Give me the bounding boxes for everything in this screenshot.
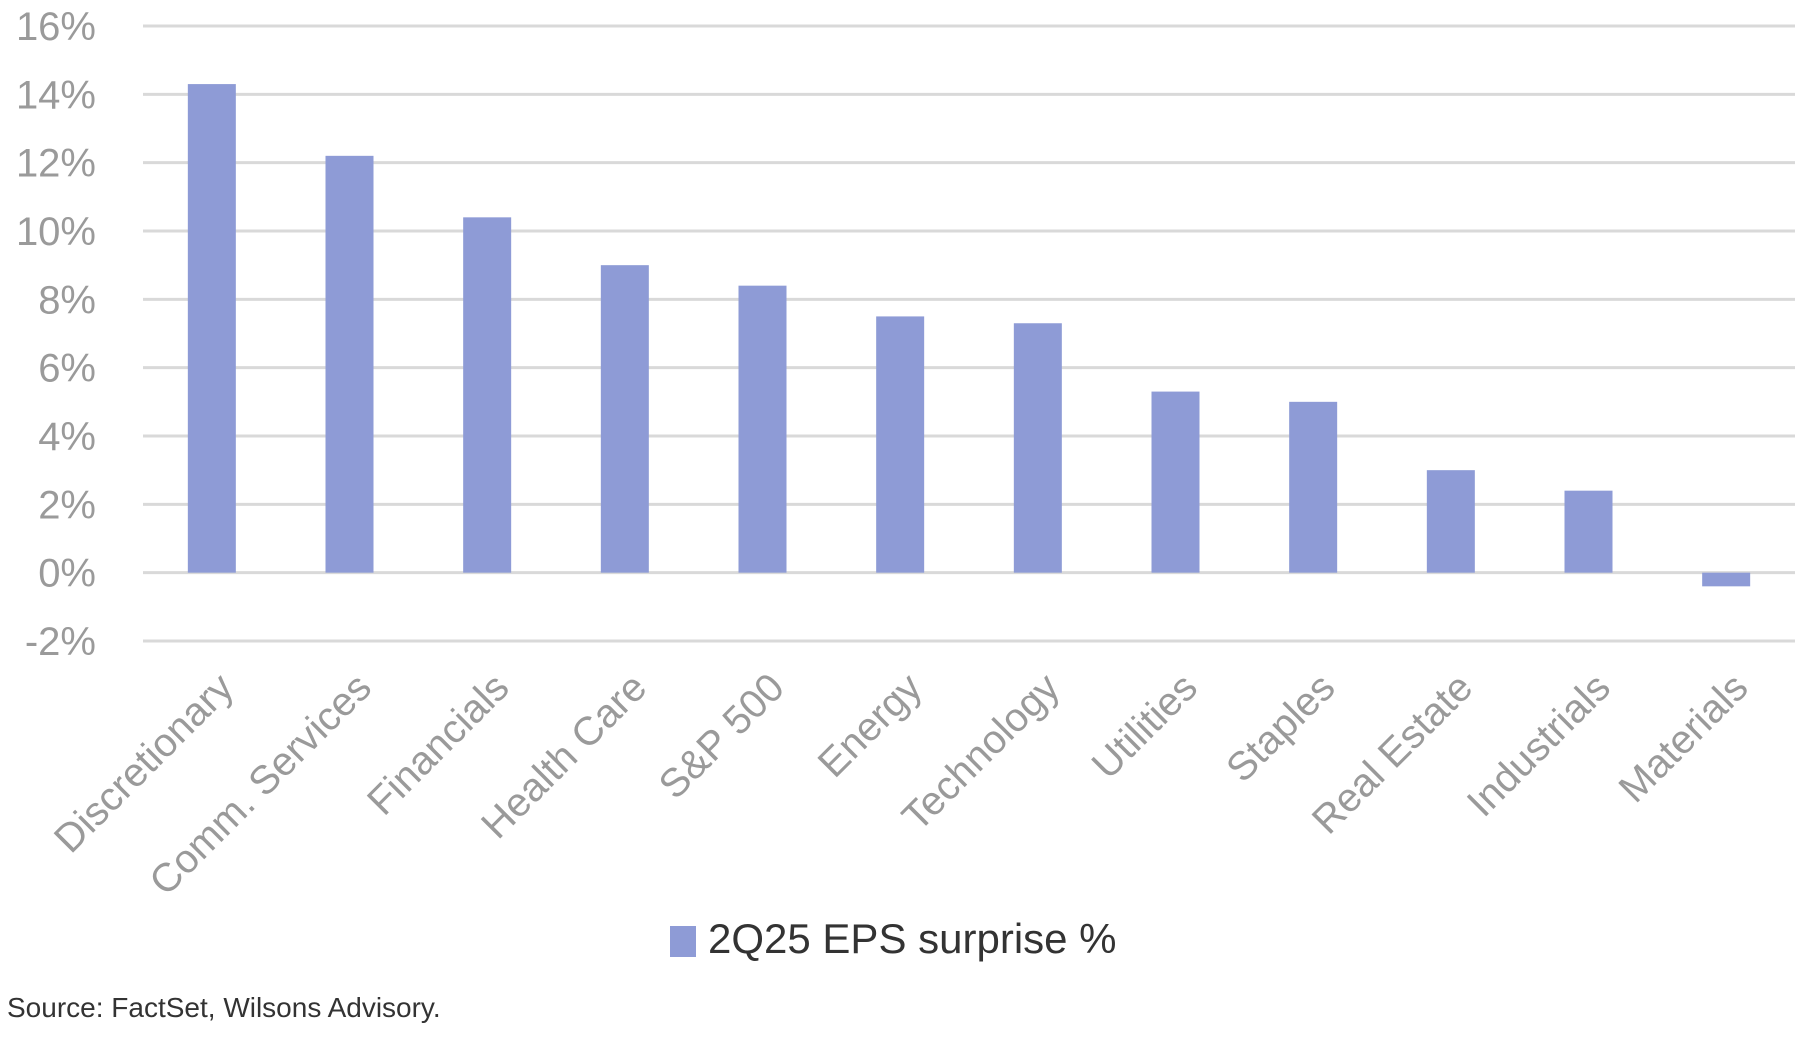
y-tick-label: 2% [38,483,96,527]
y-tick-label: -2% [25,620,96,664]
gridlines [143,24,1795,643]
bar-s-p-500 [738,285,787,573]
x-category-label: Staples [1218,665,1343,790]
x-category-label: Energy [810,665,931,786]
bar-industrials [1564,490,1613,573]
legend-swatch [670,926,696,957]
bar-discretionary [187,84,236,573]
y-tick-label: 16% [16,5,96,49]
y-axis-ticks: -2% 0% 2% 4% 6% 8% 10% 12% 14% 16% [16,5,96,664]
x-category-label: Utilities [1084,665,1206,787]
bar-health-care [600,265,649,573]
y-tick-label: 14% [16,73,96,117]
source-note: Source: FactSet, Wilsons Advisory. [7,992,441,1023]
y-tick-label: 6% [38,347,96,391]
bar-utilities [1151,391,1200,573]
bar-real-estate [1426,470,1475,573]
bar-materials [1702,572,1751,587]
x-category-label: S&P 500 [651,665,793,807]
y-tick-label: 4% [38,415,96,459]
y-tick-label: 10% [16,210,96,254]
legend-label: 2Q25 EPS surprise % [708,915,1117,962]
y-tick-label: 0% [38,552,96,596]
bar-energy [876,316,925,573]
legend: 2Q25 EPS surprise % [670,915,1117,962]
bars [187,84,1751,587]
x-category-label: Materials [1611,665,1757,811]
y-tick-label: 12% [16,142,96,186]
y-tick-label: 8% [38,278,96,322]
bar-staples [1289,401,1338,573]
bar-comm-services [325,155,374,573]
bar-technology [1013,323,1062,573]
x-category-label: Industrials [1459,665,1619,825]
bar-financials [463,217,512,573]
